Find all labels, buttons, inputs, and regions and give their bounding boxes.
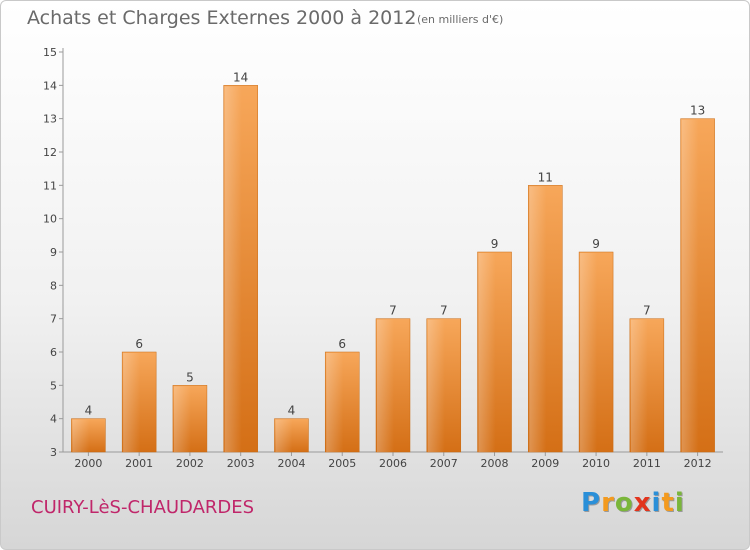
data-label-2005: 6 <box>338 337 346 351</box>
commune-name: CUIRY-LèS-CHAUDARDES <box>31 497 255 518</box>
y-tick-label: 15 <box>43 46 57 59</box>
data-label-2003: 14 <box>233 70 248 84</box>
logo-letter: P <box>581 488 602 518</box>
chart-bars: 4 6 5 14 4 6 7 7 9 11 9 7 13 <box>71 70 715 453</box>
chart-subtitle: (en milliers d'€) <box>417 13 504 26</box>
bar-highlight <box>173 386 191 452</box>
x-tick-label-2002: 2002 <box>176 457 204 470</box>
y-tick-label: 14 <box>43 79 57 92</box>
data-label-2004: 4 <box>288 404 296 418</box>
data-label-2010: 9 <box>592 237 600 251</box>
data-label-2007: 7 <box>440 304 448 318</box>
y-tick-label: 4 <box>50 413 57 426</box>
x-tick-label-2010: 2010 <box>582 457 610 470</box>
x-tick-label-2012: 2012 <box>684 457 712 470</box>
x-tick-label-2000: 2000 <box>74 457 102 470</box>
data-label-2001: 6 <box>135 337 143 351</box>
data-label-2006: 7 <box>389 304 397 318</box>
bar-highlight <box>123 353 141 452</box>
bar-highlight <box>529 186 547 453</box>
chart-title: Achats et Charges Externes 2000 à 2012 <box>27 7 417 29</box>
x-tick-label-2011: 2011 <box>633 457 661 470</box>
data-label-2000: 4 <box>85 404 93 418</box>
y-tick-label: 9 <box>50 246 57 259</box>
bar-highlight <box>580 253 598 452</box>
logo-letter: o <box>614 488 634 518</box>
y-tick-label: 8 <box>50 279 57 292</box>
bar-highlight <box>427 319 445 452</box>
y-tick-label: 12 <box>43 146 57 159</box>
x-tick-label-2001: 2001 <box>125 457 153 470</box>
x-tick-label-2005: 2005 <box>328 457 356 470</box>
data-label-2011: 7 <box>643 304 651 318</box>
logo-letter: x <box>633 488 652 518</box>
y-tick-label: 3 <box>50 446 57 459</box>
bar-highlight <box>630 319 648 452</box>
x-tick-label-2006: 2006 <box>379 457 407 470</box>
x-tick-label-2008: 2008 <box>481 457 509 470</box>
y-tick-label: 5 <box>50 379 57 392</box>
y-tick-label: 13 <box>43 113 57 126</box>
x-tick-label-2007: 2007 <box>430 457 458 470</box>
x-tick-label-2009: 2009 <box>531 457 559 470</box>
y-tick-label: 11 <box>43 179 57 192</box>
bar-highlight <box>72 419 90 452</box>
x-tick-label-2004: 2004 <box>277 457 305 470</box>
bar-highlight <box>478 253 496 452</box>
y-tick-label: 6 <box>50 346 57 359</box>
data-label-2009: 11 <box>538 170 553 184</box>
bar-highlight <box>681 119 699 453</box>
data-label-2008: 9 <box>491 237 499 251</box>
logo-letter: r <box>601 488 615 518</box>
x-tick-label-2003: 2003 <box>227 457 255 470</box>
bar-highlight <box>275 419 293 452</box>
bar-highlight <box>326 353 344 452</box>
y-tick-label: 10 <box>43 213 57 226</box>
logo-letter: t <box>661 488 675 518</box>
logo-letter: i <box>674 488 685 518</box>
y-tick-label: 7 <box>50 313 57 326</box>
logo-letter: i <box>651 488 662 518</box>
data-label-2002: 5 <box>186 370 194 384</box>
proxiti-logo: Proxiti <box>581 488 685 518</box>
bar-highlight <box>224 86 242 452</box>
bar-highlight <box>377 319 394 452</box>
data-label-2012: 13 <box>690 104 705 118</box>
